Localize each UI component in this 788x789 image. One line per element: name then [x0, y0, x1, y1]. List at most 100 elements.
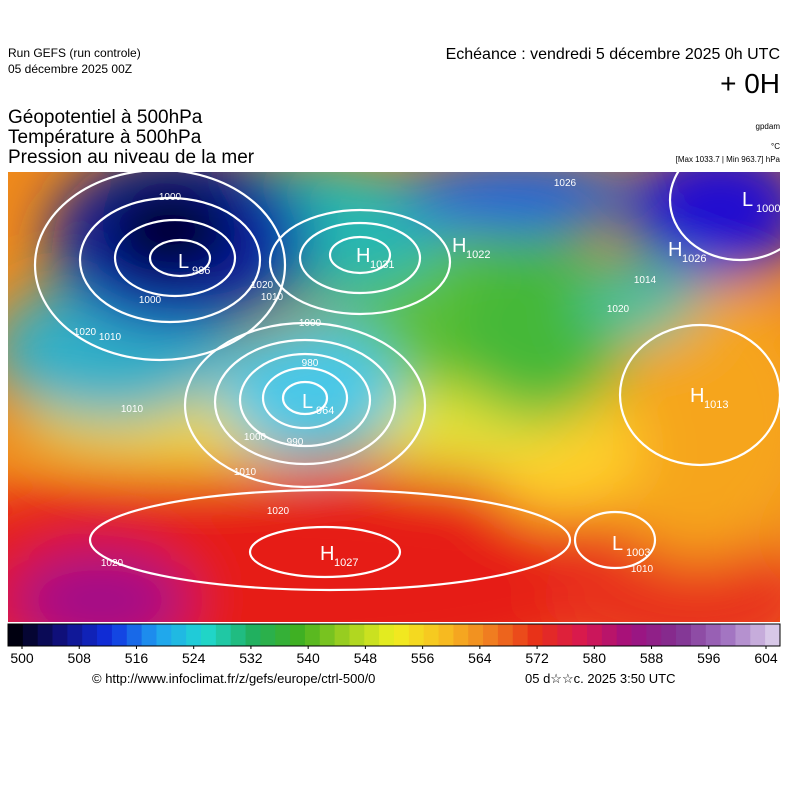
- center-letter: H: [452, 235, 466, 257]
- colorbar-swatch: [705, 624, 722, 646]
- contour-label: 1020: [74, 327, 97, 338]
- center-value: 1003: [626, 547, 650, 559]
- colorbar-swatch: [319, 624, 336, 646]
- offset: + 0H: [720, 68, 780, 99]
- colorbar-label: 516: [125, 650, 149, 666]
- colorbar-swatch: [497, 624, 514, 646]
- center-value: 1026: [682, 253, 706, 265]
- colorbar-swatch: [97, 624, 113, 646]
- colorbar-label: 524: [182, 650, 206, 666]
- colorbar-swatch: [690, 624, 707, 646]
- center-letter: L: [612, 533, 623, 555]
- temperature-field: [8, 172, 780, 622]
- run-date: 05 décembre 2025 00Z: [8, 62, 133, 76]
- colorbar-swatch: [37, 624, 53, 646]
- unit: [Max 1033.7 | Min 963.7] hPa: [675, 155, 780, 164]
- colorbar-label: 604: [754, 650, 778, 666]
- center-letter: H: [668, 239, 682, 261]
- contour-label: 1010: [99, 332, 122, 343]
- colorbar-swatch: [616, 624, 632, 646]
- unit: gpdam: [755, 122, 780, 131]
- generated: 05 d☆☆c. 2025 3:50 UTC: [525, 671, 676, 686]
- contour-label: 980: [302, 358, 319, 369]
- colorbar-swatch: [349, 624, 365, 646]
- contour-label: 1010: [234, 467, 257, 478]
- contour-label: 1010: [121, 404, 144, 415]
- contour-label: 1010: [261, 292, 284, 303]
- colorbar-swatch: [245, 624, 261, 646]
- colorbar-swatch: [765, 624, 781, 646]
- colorbar-label: 580: [583, 650, 607, 666]
- colorbar-label: 572: [525, 650, 549, 666]
- center-value: 1000: [756, 203, 780, 215]
- center-letter: L: [302, 391, 313, 413]
- contour-label: 1026: [554, 178, 577, 189]
- center-value: 964: [316, 405, 334, 417]
- colorbar-swatch: [601, 624, 618, 646]
- field: Température à 500hPa: [8, 127, 202, 148]
- colorbar-swatch: [720, 624, 736, 646]
- contour-label: 1020: [101, 558, 124, 569]
- colorbar-label: 556: [411, 650, 435, 666]
- run-label: Run GEFS (run controle): [8, 46, 141, 60]
- contour-label: 1000: [139, 295, 162, 306]
- center-letter: L: [178, 251, 189, 273]
- colorbar-frame: [7, 623, 781, 647]
- colorbar-label: 588: [640, 650, 664, 666]
- colorbar-swatch: [557, 624, 573, 646]
- unit: °C: [771, 142, 780, 151]
- colorbar-swatch: [394, 624, 410, 646]
- colorbar-swatch: [646, 624, 662, 646]
- center-letter: H: [690, 385, 704, 407]
- colorbar-label: 500: [10, 650, 34, 666]
- colorbar-swatch: [364, 624, 380, 646]
- colorbar-swatch: [408, 624, 425, 646]
- contour-label: 1000: [299, 318, 322, 329]
- colorbar-swatch: [676, 624, 692, 646]
- colorbar-label: 596: [697, 650, 721, 666]
- colorbar-swatch: [186, 624, 202, 646]
- contour-label: 1020: [267, 506, 290, 517]
- colorbar-label: 540: [296, 650, 320, 666]
- colorbar-swatch: [275, 624, 291, 646]
- colorbar-swatch: [141, 624, 157, 646]
- contour-label: 1014: [634, 275, 657, 286]
- source: © http://www.infoclimat.fr/z/gefs/europe…: [92, 671, 376, 686]
- center-value: 1031: [370, 259, 394, 271]
- colorbar-swatch: [423, 624, 439, 646]
- colorbar-swatch: [8, 624, 24, 646]
- colorbar-label: 564: [468, 650, 492, 666]
- field: Pression au niveau de la mer: [8, 147, 255, 168]
- colorbar-swatch: [735, 624, 751, 646]
- center-value: 1022: [466, 249, 490, 261]
- colorbar-swatch: [334, 624, 350, 646]
- colorbar-swatch: [512, 624, 529, 646]
- colorbar-swatch: [587, 624, 603, 646]
- contour-label: 1020: [251, 280, 274, 291]
- colorbar-swatch: [527, 624, 543, 646]
- contour-label: 1010: [631, 564, 654, 575]
- center-value: 1027: [334, 557, 358, 569]
- colorbar-swatch: [483, 624, 499, 646]
- colorbar-swatch: [201, 624, 217, 646]
- colorbar-swatch: [22, 624, 39, 646]
- colorbar-swatch: [171, 624, 187, 646]
- contour-label: 990: [287, 437, 304, 448]
- colorbar-swatch: [290, 624, 306, 646]
- colorbar-swatch: [438, 624, 454, 646]
- center-letter: H: [356, 245, 370, 267]
- colorbar-label: 532: [239, 650, 263, 666]
- colorbar-swatch: [379, 624, 395, 646]
- colorbar-label: 508: [68, 650, 92, 666]
- colorbar-swatch: [215, 624, 232, 646]
- colorbar-swatch: [661, 624, 677, 646]
- center-value: 1013: [704, 399, 728, 411]
- colorbar-swatch: [156, 624, 172, 646]
- colorbar-swatch: [468, 624, 484, 646]
- center-letter: L: [742, 189, 753, 211]
- colorbar-swatch: [750, 624, 766, 646]
- colorbar-swatch: [542, 624, 558, 646]
- colorbar-swatch: [230, 624, 246, 646]
